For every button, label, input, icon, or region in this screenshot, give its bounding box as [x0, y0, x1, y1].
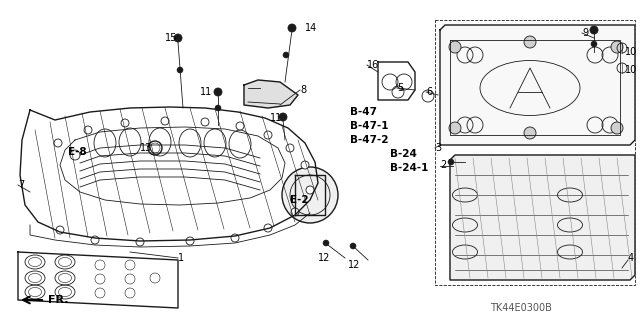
Text: 13: 13 — [140, 143, 152, 153]
Circle shape — [136, 238, 144, 246]
Circle shape — [350, 243, 356, 249]
Text: FR.: FR. — [48, 295, 68, 305]
Circle shape — [231, 234, 239, 242]
Text: B-24: B-24 — [390, 149, 417, 159]
Circle shape — [591, 41, 597, 47]
Polygon shape — [440, 25, 635, 145]
Text: B-47-2: B-47-2 — [350, 135, 388, 145]
Text: 9: 9 — [582, 28, 588, 38]
Text: 11: 11 — [270, 113, 282, 123]
Text: 2: 2 — [440, 160, 446, 170]
Text: 15: 15 — [165, 33, 177, 43]
Circle shape — [201, 118, 209, 126]
Circle shape — [264, 131, 272, 139]
Text: 16: 16 — [367, 60, 380, 70]
Polygon shape — [450, 155, 635, 280]
Text: B-47-1: B-47-1 — [350, 121, 388, 131]
Circle shape — [186, 237, 194, 245]
Circle shape — [286, 144, 294, 152]
Circle shape — [177, 67, 183, 73]
Bar — [435, 20, 635, 285]
Circle shape — [291, 208, 299, 216]
Circle shape — [449, 122, 461, 134]
Circle shape — [288, 24, 296, 32]
Text: 5: 5 — [397, 83, 403, 93]
Text: 12: 12 — [348, 260, 360, 270]
Text: E-8: E-8 — [68, 147, 86, 157]
Circle shape — [301, 161, 309, 169]
Text: 8: 8 — [300, 85, 306, 95]
Circle shape — [161, 117, 169, 125]
Text: 3: 3 — [435, 143, 441, 153]
Circle shape — [448, 159, 454, 165]
Circle shape — [282, 167, 338, 223]
Circle shape — [174, 34, 182, 42]
Text: 4: 4 — [628, 253, 634, 263]
Text: 12: 12 — [318, 253, 330, 263]
Circle shape — [84, 126, 92, 134]
Circle shape — [121, 119, 129, 127]
Text: 14: 14 — [305, 23, 317, 33]
Circle shape — [215, 105, 221, 111]
Polygon shape — [244, 80, 298, 108]
Circle shape — [449, 41, 461, 53]
Circle shape — [323, 240, 329, 246]
Circle shape — [524, 127, 536, 139]
Circle shape — [283, 52, 289, 58]
Text: B-24-1: B-24-1 — [390, 163, 428, 173]
Text: 6: 6 — [426, 87, 432, 97]
Circle shape — [91, 236, 99, 244]
Circle shape — [264, 224, 272, 232]
Circle shape — [611, 122, 623, 134]
Circle shape — [279, 113, 287, 121]
Circle shape — [214, 88, 222, 96]
Circle shape — [54, 139, 62, 147]
Text: 10: 10 — [625, 65, 637, 75]
Text: 1: 1 — [178, 253, 184, 263]
Circle shape — [56, 226, 64, 234]
Circle shape — [611, 41, 623, 53]
Circle shape — [590, 26, 598, 34]
Circle shape — [306, 186, 314, 194]
Text: TK44E0300B: TK44E0300B — [490, 303, 552, 313]
Circle shape — [236, 122, 244, 130]
Text: 11: 11 — [200, 87, 212, 97]
Text: E-2: E-2 — [290, 195, 308, 205]
Text: 7: 7 — [18, 180, 24, 190]
Circle shape — [524, 36, 536, 48]
Text: 10: 10 — [625, 47, 637, 57]
Text: B-47: B-47 — [350, 107, 377, 117]
